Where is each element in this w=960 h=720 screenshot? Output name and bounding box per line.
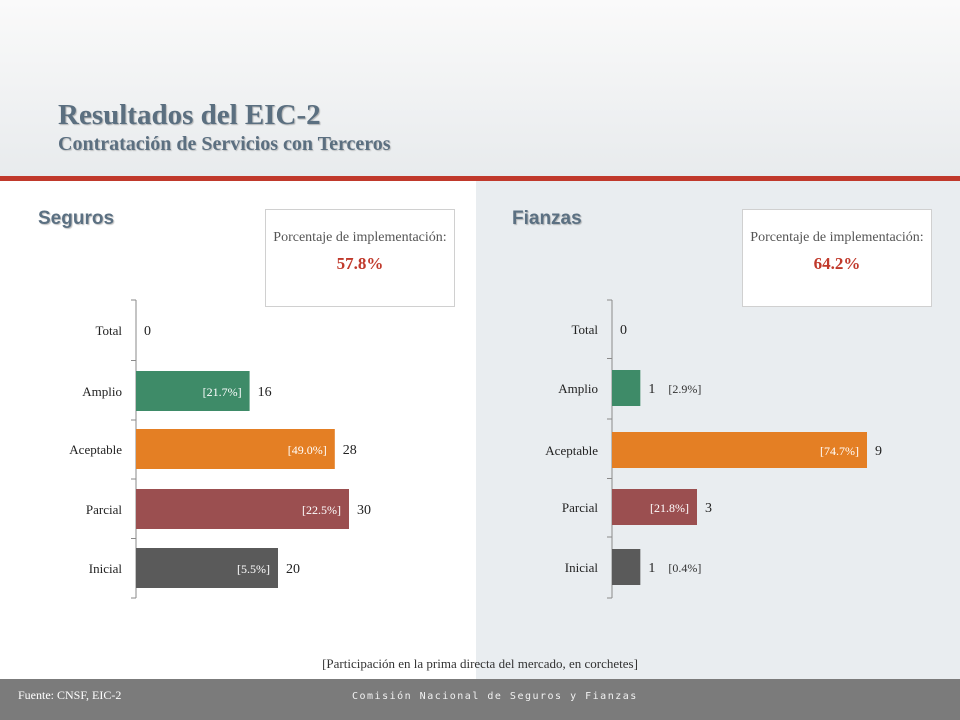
- implementation-value: 64.2%: [813, 254, 861, 273]
- header-divider: [0, 176, 960, 181]
- seguros-category-label: Amplio: [82, 384, 122, 399]
- fianzas-value-label: 0: [620, 323, 627, 338]
- seguros-category-label: Parcial: [86, 502, 122, 517]
- fianzas-value-label: 9: [875, 444, 882, 459]
- fianzas-bar-parcial: [612, 489, 697, 525]
- source-label: Fuente: CNSF, EIC-2: [18, 688, 122, 702]
- fianzas-bar-aceptable: [612, 432, 867, 468]
- implementation-value: 57.8%: [336, 254, 384, 273]
- footer-bar: Fuente: CNSF, EIC-2 Comisión Nacional de…: [0, 679, 960, 720]
- seguros-category-label: Aceptable: [69, 442, 122, 457]
- seguros-value-label: 30: [357, 503, 371, 518]
- market-share-note: [Participación en la prima directa del m…: [322, 656, 638, 671]
- fianzas-implementation-box: Porcentaje de implementación: 64.2%: [742, 209, 932, 307]
- seguros-value-label: 16: [258, 385, 272, 400]
- fianzas-value-label: 1: [648, 561, 655, 576]
- seguros-implementation-box: Porcentaje de implementación: 57.8%: [265, 209, 455, 307]
- fianzas-bar-amplio: [612, 370, 641, 406]
- fianzas-category-label: Total: [571, 322, 598, 337]
- fianzas-category-label: Amplio: [558, 381, 598, 396]
- fianzas-category-label: Inicial: [565, 560, 599, 575]
- seguros-bar-inicial: [136, 548, 278, 588]
- seguros-share-label: [5.5%]: [237, 562, 270, 576]
- implementation-label: Porcentaje de implementación:: [750, 230, 924, 245]
- header-background: [0, 0, 960, 176]
- fianzas-value-label: 3: [705, 501, 712, 516]
- seguros-share-label: [21.7%]: [203, 385, 242, 399]
- seguros-share-label: [49.0%]: [288, 443, 327, 457]
- fianzas-share-label: [74.7%]: [820, 444, 859, 458]
- fianzas-share-label: [21.8%]: [650, 501, 689, 515]
- seguros-value-label: 20: [286, 562, 300, 577]
- fianzas-heading: Fianzas: [512, 208, 582, 229]
- organization-name: Comisión Nacional de Seguros y Fianzas: [352, 691, 638, 702]
- fianzas-bar-inicial: [612, 549, 641, 585]
- slide-title: Resultados del EIC-2: [58, 99, 321, 131]
- seguros-bar-parcial: [136, 489, 349, 529]
- seguros-value-label: 28: [343, 443, 357, 458]
- seguros-category-label: Inicial: [89, 561, 123, 576]
- seguros-value-label: 0: [144, 324, 151, 339]
- implementation-label: Porcentaje de implementación:: [273, 230, 447, 245]
- seguros-share-label: [22.5%]: [302, 503, 341, 517]
- fianzas-share-label: [2.9%]: [668, 382, 701, 396]
- fianzas-category-label: Parcial: [562, 500, 598, 515]
- seguros-bar-aceptable: [136, 429, 335, 469]
- seguros-bar-amplio: [136, 371, 250, 411]
- fianzas-value-label: 1: [648, 382, 655, 397]
- fianzas-share-label: [0.4%]: [668, 561, 701, 575]
- slide-subtitle: Contratación de Servicios con Terceros: [58, 133, 391, 155]
- fianzas-category-label: Aceptable: [545, 443, 598, 458]
- header: Resultados del EIC-2 Contratación de Ser…: [58, 98, 391, 156]
- seguros-heading: Seguros: [38, 208, 115, 229]
- seguros-category-label: Total: [95, 323, 122, 338]
